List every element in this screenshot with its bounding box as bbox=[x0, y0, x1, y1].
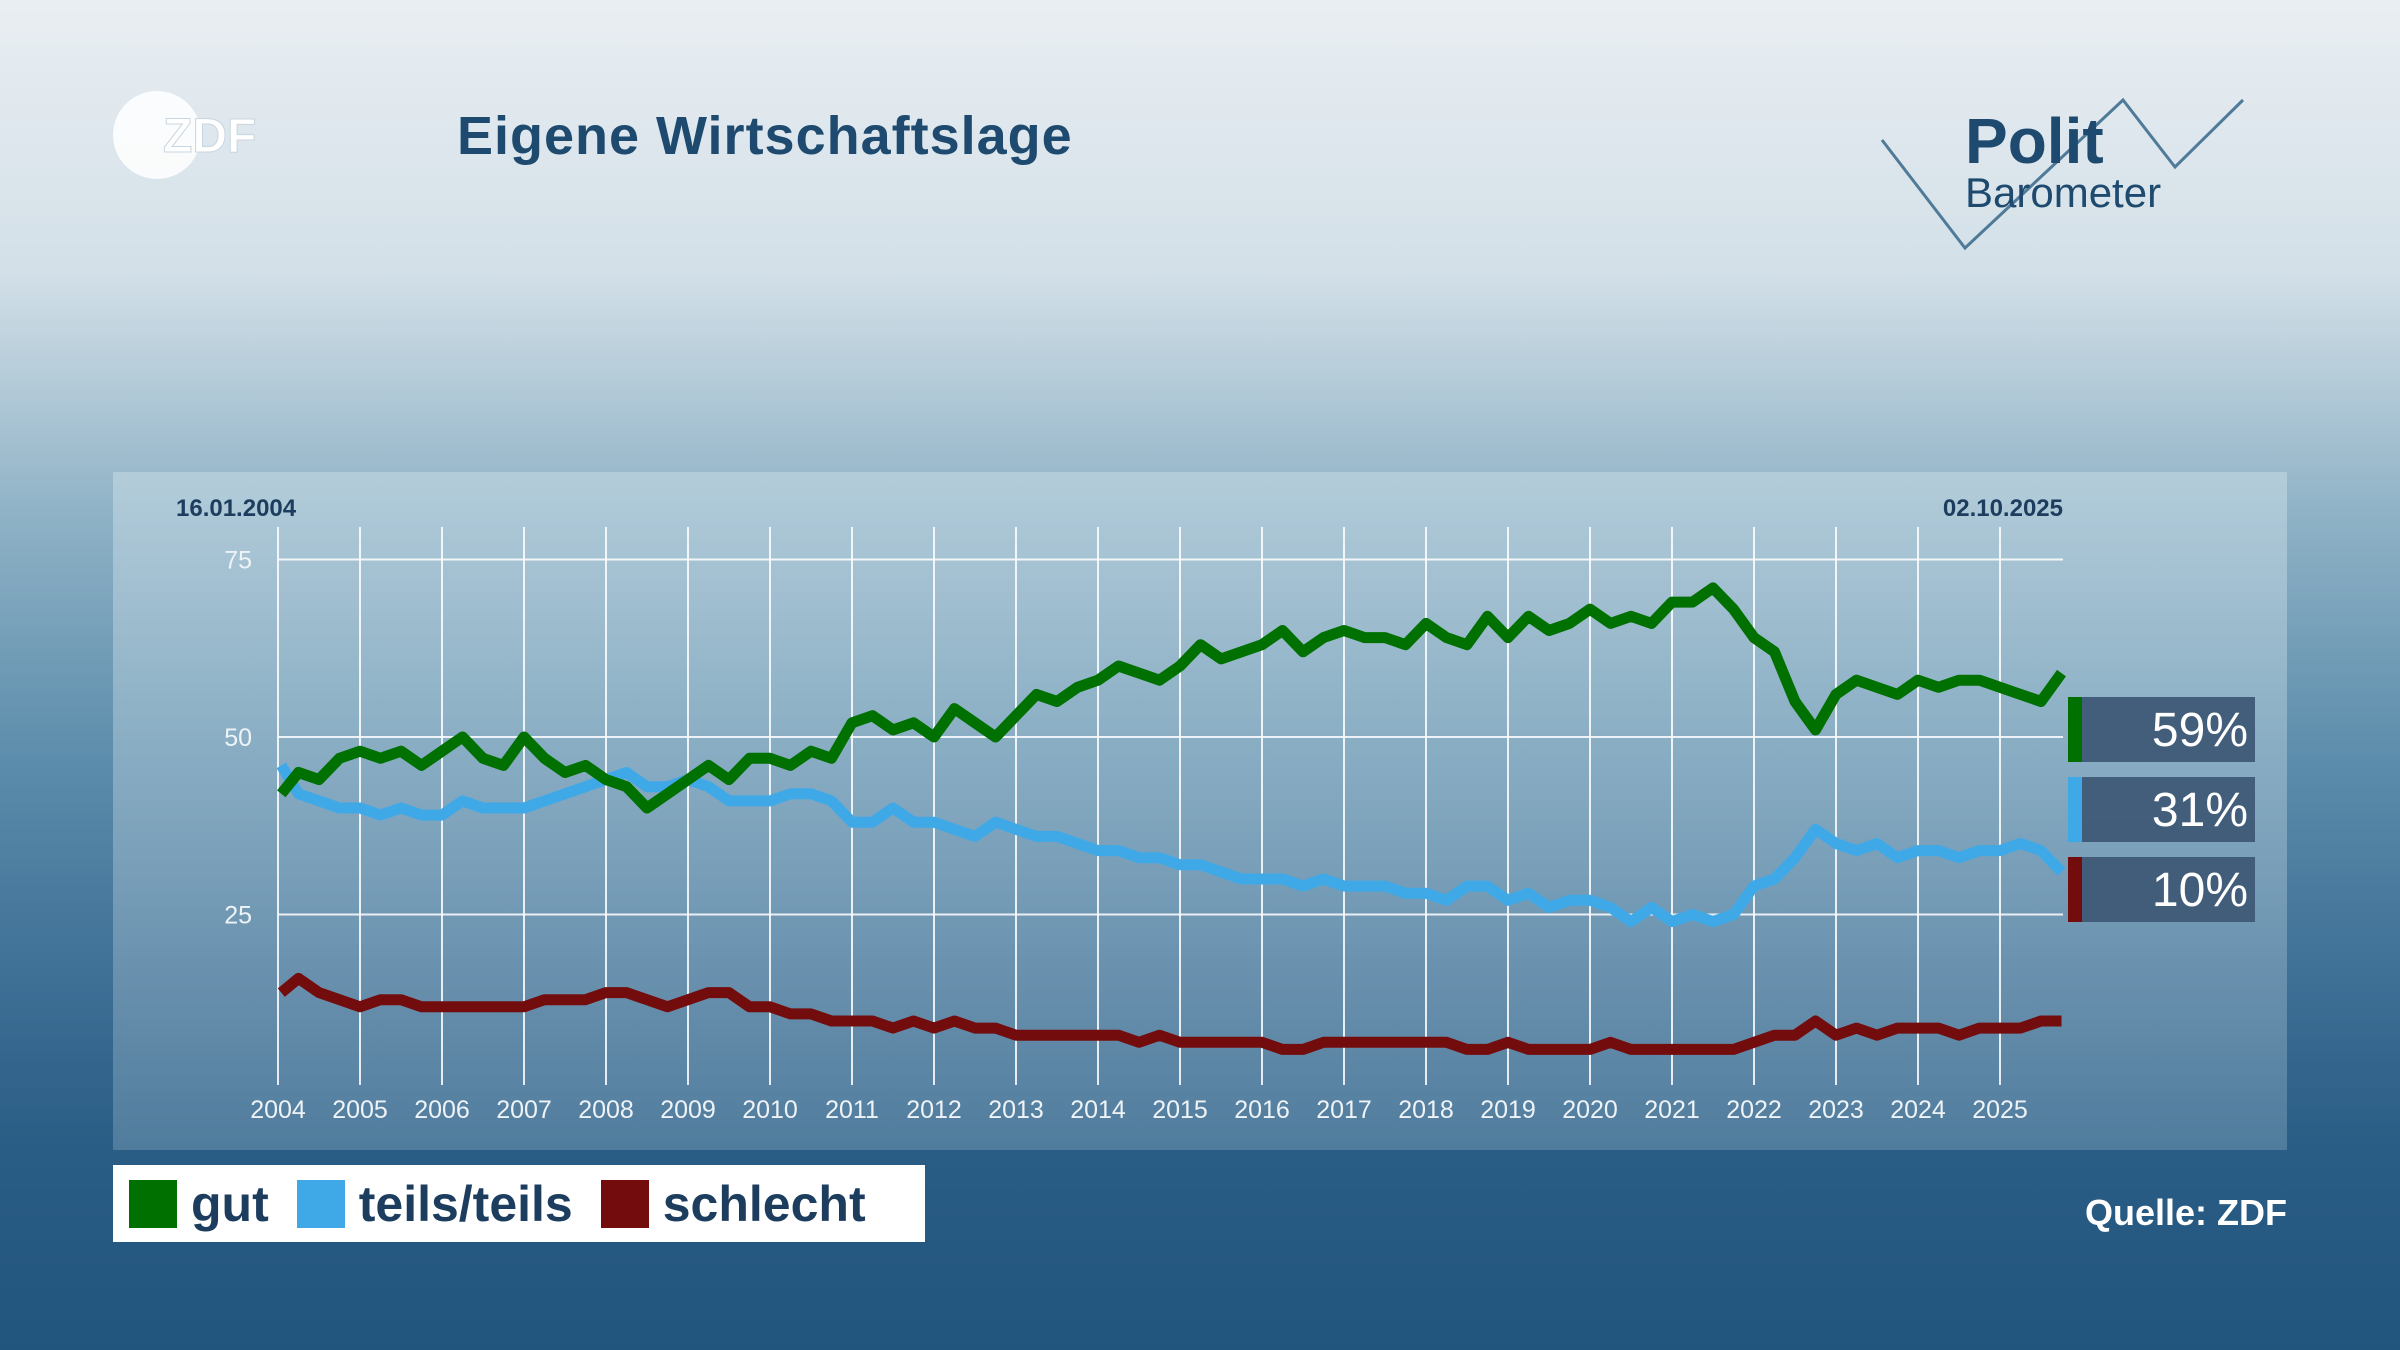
x-tick-label: 2013 bbox=[988, 1096, 1044, 1124]
x-tick-label: 2007 bbox=[496, 1096, 552, 1124]
series-line-schlecht bbox=[277, 972, 2062, 1055]
x-tick-label: 2016 bbox=[1234, 1096, 1290, 1124]
value-badge-text: 10% bbox=[2152, 864, 2248, 917]
y-tick-label: 25 bbox=[224, 902, 252, 930]
legend: gut teils/teils schlecht bbox=[113, 1165, 925, 1242]
legend-swatch bbox=[296, 1179, 345, 1228]
zdf-logo: ZDF bbox=[113, 90, 273, 185]
x-tick-label: 2020 bbox=[1562, 1096, 1618, 1124]
value-badge bbox=[2082, 857, 2255, 922]
logo-polit-text: Polit bbox=[1965, 105, 2104, 177]
x-tick-label: 2004 bbox=[250, 1096, 306, 1124]
x-tick-label: 2023 bbox=[1808, 1096, 1864, 1124]
x-tick-label: 2010 bbox=[742, 1096, 798, 1124]
source-label: Quelle: ZDF bbox=[2084, 1192, 2287, 1233]
x-tick-label: 2005 bbox=[332, 1096, 388, 1124]
x-tick-label: 2012 bbox=[906, 1096, 962, 1124]
legend-label: gut bbox=[191, 1175, 269, 1232]
legend-swatch bbox=[129, 1179, 177, 1228]
x-tick-label: 2011 bbox=[825, 1096, 879, 1124]
legend-item-teils: teils/teils bbox=[296, 1175, 573, 1233]
legend-swatch bbox=[600, 1179, 649, 1228]
x-tick-label: 2025 bbox=[1972, 1096, 2028, 1124]
x-tick-label: 2006 bbox=[414, 1096, 470, 1124]
x-tick-label: 2017 bbox=[1316, 1096, 1372, 1124]
end-date-label: 02.10.2025 bbox=[1943, 495, 2063, 522]
x-tick-label: 2008 bbox=[578, 1096, 634, 1124]
series-line-teils-teils bbox=[276, 762, 2066, 928]
x-tick-label: 2018 bbox=[1398, 1096, 1454, 1124]
legend-label: teils/teils bbox=[358, 1175, 573, 1232]
x-tick-label: 2019 bbox=[1480, 1096, 1536, 1124]
value-badge-text: 31% bbox=[2152, 784, 2248, 837]
x-tick-label: 2014 bbox=[1070, 1096, 1126, 1124]
value-badge-marker bbox=[2068, 857, 2082, 922]
y-tick-label: 50 bbox=[224, 724, 252, 752]
x-tick-label: 2022 bbox=[1726, 1096, 1782, 1124]
legend-item-gut: gut bbox=[129, 1175, 269, 1233]
x-tick-label: 2024 bbox=[1890, 1096, 1946, 1124]
zdf-logo-text: ZDF bbox=[163, 110, 256, 163]
x-tick-label: 2021 bbox=[1644, 1096, 1700, 1124]
value-badge-text: 59% bbox=[2152, 704, 2248, 757]
legend-item-schlecht: schlecht bbox=[600, 1175, 866, 1233]
x-tick-label: 2009 bbox=[660, 1096, 716, 1124]
start-date-label: 16.01.2004 bbox=[176, 495, 297, 522]
value-badge-marker bbox=[2068, 697, 2082, 762]
value-badge bbox=[2082, 777, 2255, 842]
series-line-gut bbox=[277, 582, 2066, 814]
value-badge-marker bbox=[2068, 777, 2082, 842]
value-badge bbox=[2082, 697, 2255, 762]
logo-barometer-text: Barometer bbox=[1965, 169, 2161, 216]
y-tick-label: 75 bbox=[224, 547, 252, 575]
x-tick-label: 2015 bbox=[1152, 1096, 1208, 1124]
legend-label: schlecht bbox=[662, 1175, 866, 1232]
page-title: Eigene Wirtschaftslage bbox=[457, 106, 1073, 166]
politbarometer-logo: Polit Barometer bbox=[1850, 80, 2270, 275]
